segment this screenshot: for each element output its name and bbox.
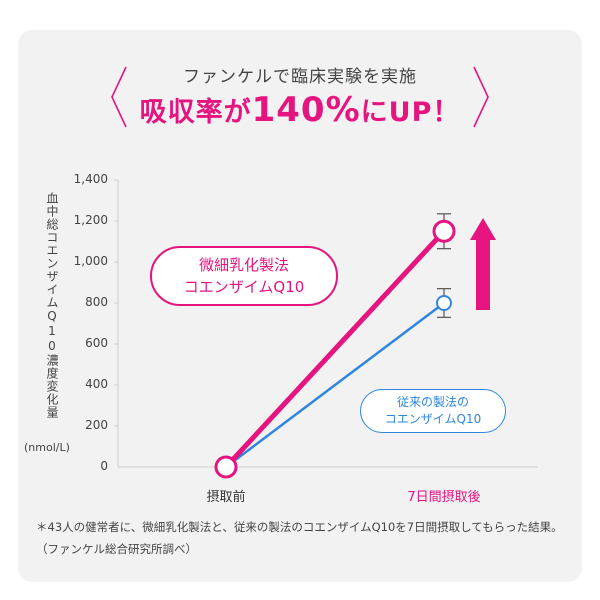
y-axis-label-text: 血中総コエンザイムQ10濃度変化量 <box>45 192 59 419</box>
legend-pink-line2: コエンザイムQ10 <box>183 278 305 296</box>
data-point-microemulsion <box>432 219 456 243</box>
headline: ファンケルで臨床実験を実施 <box>183 67 417 87</box>
y-tick-label: 400 <box>85 377 108 391</box>
legend-blue-line1: 従来の製法の <box>396 395 469 409</box>
y-axis-label: 血中総コエンザイムQ10濃度変化量 <box>38 192 66 419</box>
right-bracket-icon <box>473 66 489 128</box>
y-tick-label: 1,200 <box>73 213 108 227</box>
y-tick-label: 1,400 <box>73 172 108 186</box>
up-arrow-icon <box>470 218 496 310</box>
y-tick-label: 800 <box>85 295 108 309</box>
x-tick-label: 摂取前 <box>206 490 246 505</box>
y-tick-label: 600 <box>85 336 108 350</box>
x-tick-label: 7日間摂取後 <box>407 490 481 505</box>
series-lines <box>214 213 456 479</box>
y-tick-label: 1,000 <box>73 254 108 268</box>
left-bracket-icon <box>111 66 127 128</box>
data-point-conventional <box>436 295 452 311</box>
legend-bubble-conventional: 従来の製法の コエンザイムQ10 <box>360 389 506 433</box>
legend-blue-line2: コエンザイムQ10 <box>384 412 482 426</box>
legend-bubble-microemulsion: 微細乳化製法 コエンザイムQ10 <box>150 246 338 306</box>
footnote: ＊43人の健常者に、微細乳化製法と、従来の製法のコエンザイムQ10を7日間摂取し… <box>36 520 563 556</box>
series-line-microemulsion <box>223 228 447 470</box>
claim-value: 140% <box>251 90 361 130</box>
y-tick-label: 200 <box>85 418 108 432</box>
grid <box>114 179 538 468</box>
y-axis-unit: (nmol/L) <box>24 441 70 454</box>
data-point-microemulsion <box>214 455 238 479</box>
claim-text: 吸収率が140%にUP！ <box>0 90 600 130</box>
claim-post: にUP！ <box>360 97 461 128</box>
claim-pre: 吸収率が <box>139 97 252 128</box>
y-tick-label: 0 <box>100 459 108 473</box>
series-line-conventional <box>224 301 446 469</box>
legend-pink-line1: 微細乳化製法 <box>198 256 289 274</box>
